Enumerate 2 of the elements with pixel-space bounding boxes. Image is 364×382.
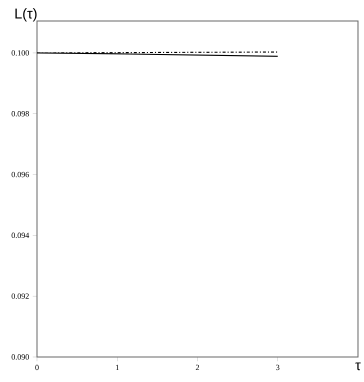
y-axis-title: L(τ) — [15, 8, 37, 22]
x-axis-title: τ — [355, 362, 361, 370]
